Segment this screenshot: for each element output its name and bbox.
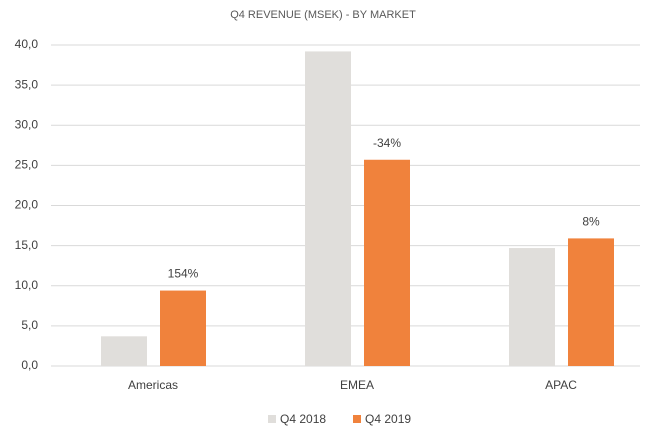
bar <box>101 336 147 366</box>
chart-title: Q4 REVENUE (MSEK) - BY MARKET <box>230 9 416 21</box>
y-tick-label: 40,0 <box>15 37 39 51</box>
bar <box>509 248 555 366</box>
y-tick-label: 25,0 <box>15 158 39 172</box>
annotation: 8% <box>582 215 600 229</box>
y-tick-label: 30,0 <box>15 117 39 131</box>
legend-label: Q4 2018 <box>280 412 326 426</box>
bar <box>160 290 206 366</box>
y-tick-label: 10,0 <box>15 278 39 292</box>
y-tick-label: 5,0 <box>21 318 38 332</box>
bar <box>364 159 410 366</box>
y-tick-label: 15,0 <box>15 238 39 252</box>
bar <box>305 51 351 367</box>
x-tick-label: EMEA <box>340 378 374 392</box>
y-tick-label: 0,0 <box>21 358 38 372</box>
x-tick-label: APAC <box>545 378 577 392</box>
y-tick-label: 20,0 <box>15 198 39 212</box>
legend-swatch <box>353 415 361 423</box>
bar <box>568 238 614 366</box>
legend-swatch <box>268 415 276 423</box>
y-tick-label: 35,0 <box>15 77 39 91</box>
annotation: -34% <box>373 136 401 150</box>
legend-label: Q4 2019 <box>365 412 411 426</box>
x-tick-label: Americas <box>128 378 178 392</box>
annotation: 154% <box>168 267 199 281</box>
